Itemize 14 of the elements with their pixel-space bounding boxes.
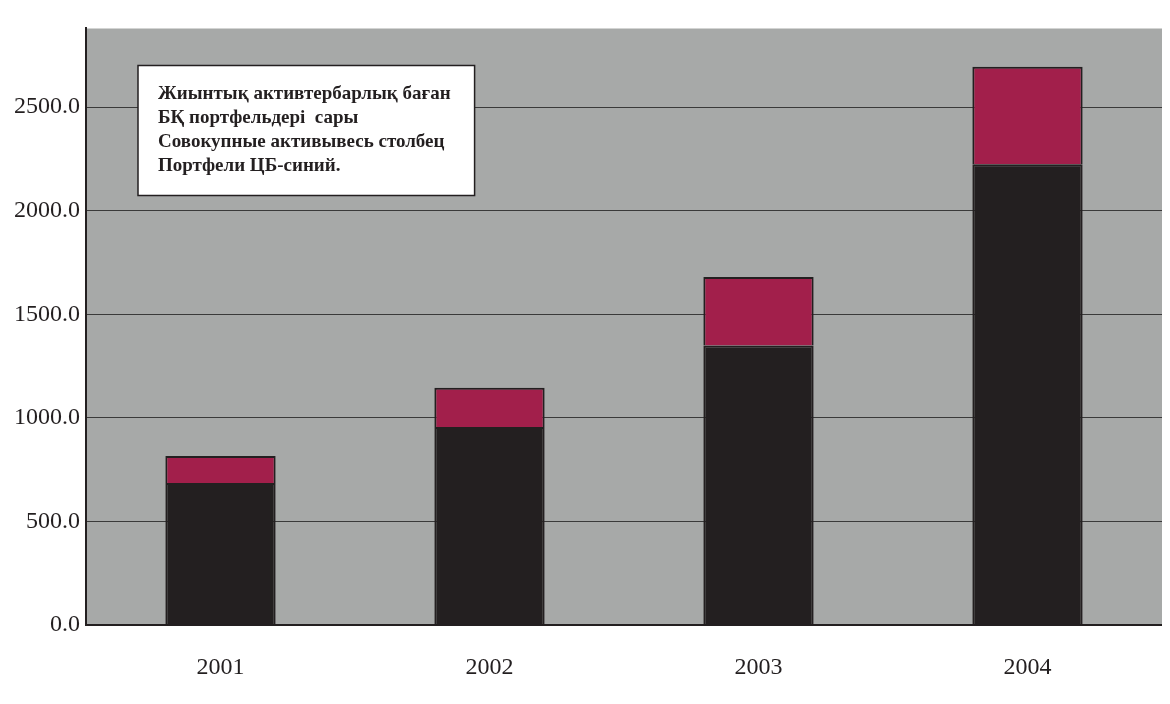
x-tick-label: 2004 <box>1003 652 1052 679</box>
y-tick-label: 1500.0 <box>14 299 80 326</box>
annotation: БҚ портфельдері сары <box>158 106 359 128</box>
y-tick-label: 500.0 <box>26 506 80 533</box>
y-tick-label: 2000.0 <box>14 196 80 223</box>
y-tick-label: 1000.0 <box>14 403 80 430</box>
annotation: Совокупные активывесь столбец <box>158 130 445 152</box>
x-tick-label: 2001 <box>196 652 245 679</box>
y-tick-label: 2500.0 <box>14 92 80 119</box>
x-tick-label: 2003 <box>734 652 783 679</box>
y-tick-label: 0.0 <box>50 610 80 637</box>
annotation: Портфели ЦБ-синий. <box>158 154 341 176</box>
x-tick-label: 2002 <box>465 652 514 679</box>
annotation: Жиынтық активтербарлық баған <box>158 82 451 104</box>
